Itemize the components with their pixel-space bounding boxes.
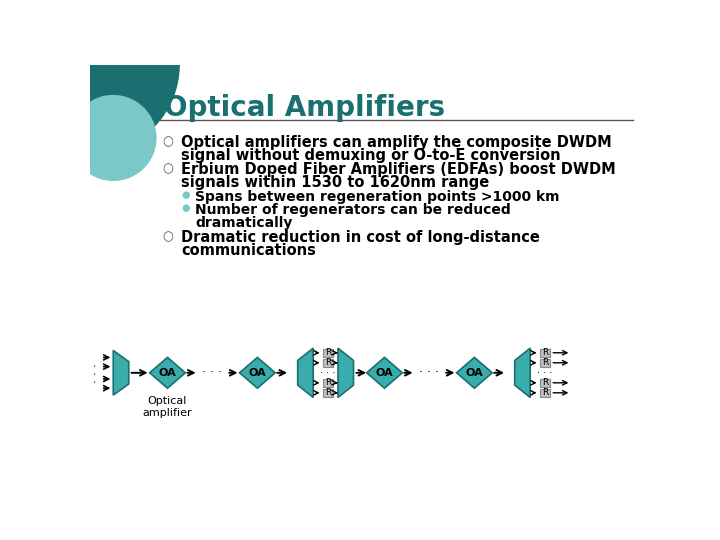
Text: Erbium Doped Fiber Amplifiers (EDFAs) boost DWDM: Erbium Doped Fiber Amplifiers (EDFAs) bo…	[181, 162, 616, 177]
Text: ●: ●	[182, 204, 190, 213]
Text: R: R	[541, 348, 548, 357]
Text: · · ·: · · ·	[537, 368, 552, 378]
Text: · · ·: · · ·	[202, 366, 222, 379]
Polygon shape	[150, 357, 185, 388]
Polygon shape	[366, 357, 402, 388]
Text: R: R	[325, 359, 331, 367]
Bar	[539, 348, 550, 357]
Text: ○: ○	[162, 231, 173, 244]
Bar	[539, 389, 550, 397]
Bar	[323, 348, 333, 357]
Text: ●: ●	[182, 190, 190, 200]
Text: R: R	[325, 379, 331, 387]
Text: ○: ○	[162, 136, 173, 148]
Text: R: R	[541, 379, 548, 387]
Text: R: R	[541, 359, 548, 367]
Text: · · ·: · · ·	[90, 363, 103, 383]
Polygon shape	[240, 357, 275, 388]
Text: signals within 1530 to 1620nm range: signals within 1530 to 1620nm range	[181, 175, 490, 190]
Polygon shape	[113, 350, 129, 395]
Bar	[539, 359, 550, 367]
Text: · · ·: · · ·	[420, 366, 439, 379]
Text: Dramatic reduction in cost of long-distance: Dramatic reduction in cost of long-dista…	[181, 230, 540, 245]
Text: signal without demuxing or O-to-E conversion: signal without demuxing or O-to-E conver…	[181, 148, 561, 163]
Bar	[539, 379, 550, 387]
Text: Spans between regeneration points >1000 km: Spans between regeneration points >1000 …	[195, 190, 560, 204]
Bar	[323, 389, 333, 397]
Text: Optical amplifiers can amplify the composite DWDM: Optical amplifiers can amplify the compo…	[181, 135, 612, 150]
Text: · · ·: · · ·	[320, 368, 336, 378]
Text: R: R	[541, 388, 548, 397]
Text: communications: communications	[181, 242, 316, 258]
Bar	[323, 379, 333, 387]
Text: R: R	[325, 388, 331, 397]
Polygon shape	[456, 357, 492, 388]
Polygon shape	[515, 348, 530, 397]
Polygon shape	[338, 348, 354, 397]
Polygon shape	[297, 348, 313, 397]
Text: Optical Amplifiers: Optical Amplifiers	[163, 94, 445, 122]
Text: OA: OA	[466, 368, 483, 378]
Text: OA: OA	[248, 368, 266, 378]
Text: dramatically: dramatically	[195, 215, 293, 230]
Text: ○: ○	[162, 163, 173, 176]
Text: OA: OA	[376, 368, 393, 378]
Text: R: R	[325, 348, 331, 357]
Bar	[323, 359, 333, 367]
Text: Optical
amplifier: Optical amplifier	[143, 396, 192, 417]
Circle shape	[71, 96, 156, 180]
Text: Number of regenerators can be reduced: Number of regenerators can be reduced	[195, 202, 511, 217]
Circle shape	[1, 0, 179, 153]
Text: OA: OA	[158, 368, 176, 378]
